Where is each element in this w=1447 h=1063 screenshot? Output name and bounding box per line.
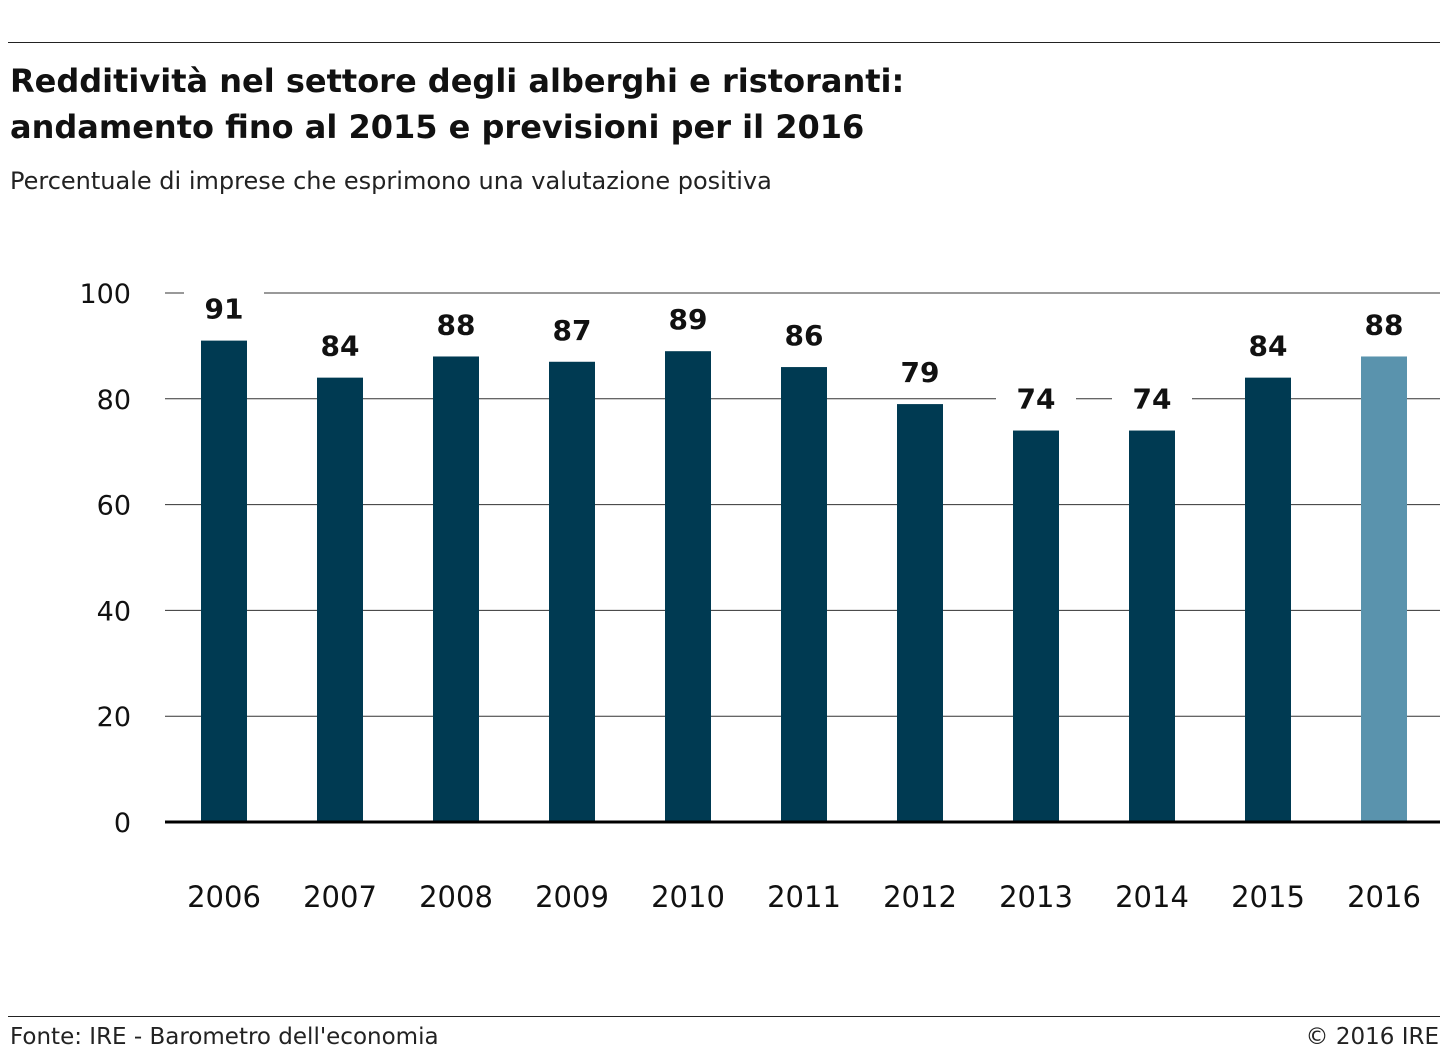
data-label-2013: 74	[1017, 383, 1056, 416]
y-tick-label: 40	[97, 596, 131, 627]
y-tick-label: 20	[97, 702, 131, 733]
data-label-2015: 84	[1249, 330, 1288, 363]
data-labels: 91 84 88 87 89 86 79 74 74 84 88	[205, 293, 1404, 416]
bar-chart: 0 20 40 60 80 100 91 84 88 87 89 86 79 74 74 84 88 2006…	[79, 279, 1440, 914]
y-tick-label: 0	[114, 808, 131, 839]
data-label-2012: 79	[901, 356, 940, 389]
bar-2006	[201, 340, 247, 822]
chart-subtitle: Percentuale di imprese che esprimono una…	[10, 167, 772, 195]
x-tick-label-2006: 2006	[187, 880, 261, 914]
data-label-2008: 88	[437, 308, 476, 341]
x-tick-label-2013: 2013	[999, 880, 1073, 914]
x-tick-label-2012: 2012	[883, 880, 957, 914]
data-label-2010: 89	[669, 303, 708, 336]
x-axis-ticks: 2006 2007 2008 2009 2010 2011 2012 2013 2014 2015…	[187, 880, 1421, 914]
bottom-rule	[8, 1016, 1440, 1017]
y-tick-label: 60	[97, 491, 131, 522]
data-label-2009: 87	[553, 314, 592, 347]
chart-title-line-1: Redditività nel settore degli alberghi e…	[10, 62, 905, 100]
x-tick-label-2011: 2011	[767, 880, 841, 914]
x-tick-label-2015: 2015	[1231, 880, 1305, 914]
source-note: Fonte: IRE - Barometro dell'economia	[10, 1024, 439, 1050]
bar-2015	[1245, 377, 1291, 822]
bar-2007	[317, 377, 363, 822]
bar-2012	[897, 404, 943, 822]
top-rule	[8, 42, 1440, 43]
y-axis-ticks: 0 20 40 60 80 100	[79, 279, 131, 839]
x-tick-label-2014: 2014	[1115, 880, 1189, 914]
x-tick-label-2008: 2008	[419, 880, 493, 914]
y-tick-label: 80	[97, 385, 131, 416]
copyright-note: © 2016 IRE	[1305, 1024, 1439, 1050]
bar-2009	[549, 361, 595, 822]
x-tick-label-2007: 2007	[303, 880, 377, 914]
data-label-2016: 88	[1365, 308, 1404, 341]
data-label-2007: 84	[321, 330, 360, 363]
x-tick-label-2009: 2009	[535, 880, 609, 914]
bar-2011	[781, 367, 827, 822]
data-label-2006: 91	[205, 293, 244, 326]
y-tick-label: 100	[79, 279, 131, 310]
bar-2016	[1361, 356, 1407, 822]
data-label-2011: 86	[785, 319, 824, 352]
x-tick-label-2016: 2016	[1347, 880, 1421, 914]
chart-title: Redditività nel settore degli alberghi e…	[10, 58, 1410, 150]
data-label-2014: 74	[1133, 383, 1172, 416]
chart-title-line-2: andamento fino al 2015 e previsioni per …	[10, 108, 865, 146]
bar-2010	[665, 351, 711, 822]
bar-2008	[433, 356, 479, 822]
bar-2014	[1129, 430, 1175, 822]
bar-2013	[1013, 430, 1059, 822]
bars	[201, 340, 1407, 822]
x-tick-label-2010: 2010	[651, 880, 725, 914]
